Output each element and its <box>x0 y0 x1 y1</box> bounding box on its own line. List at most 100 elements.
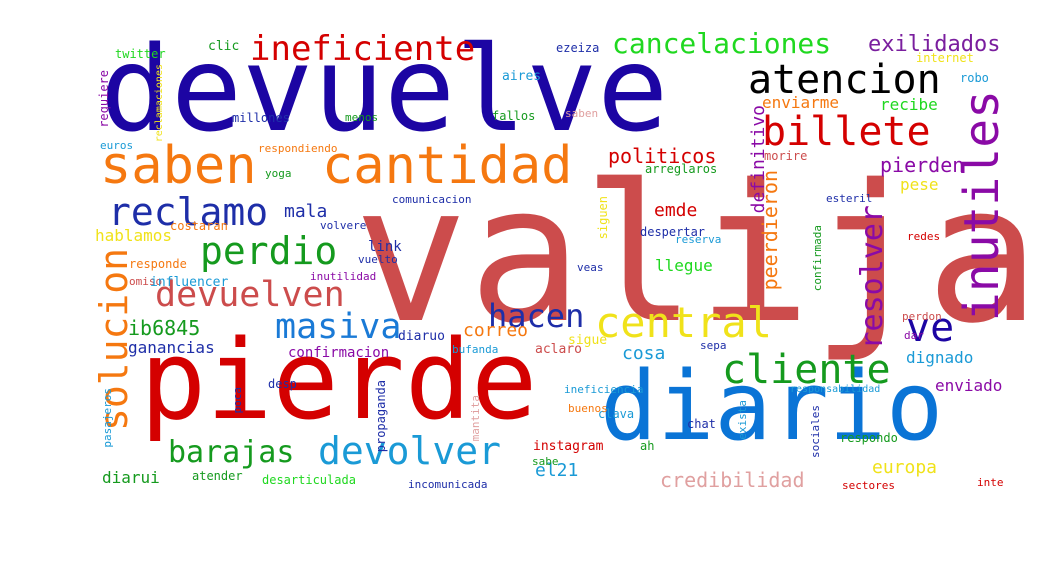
word-central: central <box>595 298 773 347</box>
word-enviado: enviado <box>935 376 1003 395</box>
word-devuelven: devuelven <box>155 275 345 315</box>
word-hacen: hacen <box>488 297 585 335</box>
word-cantidad: cantidad <box>322 136 573 196</box>
word-respondo: respondo <box>840 431 898 445</box>
word-requiere: requiere <box>97 70 111 128</box>
word-fallos: fallos <box>492 109 536 123</box>
word-ah: ah <box>640 439 655 453</box>
word-atender: atender <box>192 469 243 483</box>
word-pierde: pierde <box>140 316 538 444</box>
word-inutilidad: inutilidad <box>310 270 377 283</box>
word-el21: el21 <box>535 460 579 481</box>
word-exilidados: exilidados <box>868 32 1001 57</box>
word-cosa: cosa <box>622 343 666 364</box>
word-atencion: atencion <box>748 57 941 103</box>
word-reclamo: reclamo <box>108 190 269 234</box>
word-esteril: esteril <box>826 192 873 205</box>
word-siguen: siguen <box>596 196 610 240</box>
word-dar: dar <box>904 329 924 342</box>
word-responde: responde <box>129 257 187 271</box>
word-instagram: instagram <box>533 439 604 454</box>
word-clic: clic <box>208 39 240 54</box>
word-propaganda: propaganda <box>374 380 388 453</box>
word-valija: valija <box>353 144 1040 365</box>
word-diaruo: diaruo <box>398 329 445 344</box>
word-llegue: llegue <box>655 256 713 275</box>
word-pierden: pierden <box>880 153 965 177</box>
word-poca: poca <box>231 387 244 414</box>
word-ganancias: ganancias <box>128 338 215 357</box>
word-reclamaciones: reclamaciones <box>154 64 165 143</box>
word-mala: mala <box>284 201 328 222</box>
word-morire: morire <box>764 149 808 163</box>
word-devuelve: devuelve <box>100 20 669 158</box>
word-costaran: costaran <box>170 219 228 233</box>
word-ib6845: ib6845 <box>128 316 201 340</box>
word-ve: ve <box>906 305 955 351</box>
word-diarui: diarui <box>102 468 160 487</box>
word-mantita: mantita <box>469 395 482 442</box>
word-saben: saben <box>100 136 257 196</box>
word-buenos: buenos <box>568 402 608 415</box>
word-link: link <box>368 239 402 255</box>
word-sociales: sociales <box>809 405 822 458</box>
word-sabe: sabe <box>532 455 559 468</box>
word-politicos: politicos <box>608 144 717 168</box>
word-redes: redes <box>907 230 941 243</box>
word-emde: emde <box>654 200 698 221</box>
word-devolver: devolver <box>318 429 502 473</box>
word-inte: inte <box>977 476 1004 489</box>
word-ineficiente: ineficiente <box>250 29 476 69</box>
word-confirmacion: confirmacion <box>288 345 390 361</box>
word-twitter: twitter <box>115 47 166 61</box>
word-cancelaciones: cancelaciones <box>612 27 832 60</box>
word-desp: desp <box>268 377 297 391</box>
word-menos: menos <box>345 111 379 124</box>
word-aclaro: aclaro <box>535 342 582 357</box>
word-cliente: cliente <box>722 347 891 393</box>
word-confirmada: confirmada <box>811 225 824 292</box>
word-arreglaros: arreglaros <box>645 162 718 176</box>
word-sigue: sigue <box>568 333 608 348</box>
word-perdio: perdio <box>200 229 338 273</box>
word-europa: europa <box>872 457 938 478</box>
word-veas: veas <box>577 261 604 274</box>
word-saben: saben <box>565 107 599 120</box>
word-ezeiza: ezeiza <box>556 41 600 55</box>
word-incomunicada: incomunicada <box>408 478 488 491</box>
word-sepa: sepa <box>700 339 727 352</box>
word-ineficiencia: ineficiencia <box>564 383 644 396</box>
word-hablamos: hablamos <box>95 226 173 245</box>
word-bufanda: bufanda <box>452 343 499 356</box>
word-respondiendo: respondiendo <box>258 142 338 155</box>
word-responsabilidad: responsabilidad <box>790 384 881 395</box>
word-comunicacion: comunicacion <box>392 193 472 206</box>
word-perdon: perdon <box>902 310 942 323</box>
word-credibilidad: credibilidad <box>660 468 805 492</box>
word-clava: clava <box>598 407 635 421</box>
word-resolver: resolver <box>855 205 890 350</box>
word-recibe: recibe <box>880 95 938 114</box>
word-peerdieron: peerdieron <box>758 170 782 291</box>
word-influencer: influencer <box>150 275 229 290</box>
word-chat: chat <box>687 417 716 431</box>
word-correo: correo <box>463 320 529 341</box>
word-aires: aires <box>502 69 542 84</box>
word-despertar: despertar <box>640 225 706 239</box>
word-omiso: omiso <box>129 275 163 288</box>
word-billete: billete <box>762 109 931 155</box>
word-barajas: barajas <box>168 435 295 470</box>
word-reserva: reserva <box>675 233 722 246</box>
word-yoga: yoga <box>265 167 292 180</box>
word-pese: pese <box>900 175 939 194</box>
word-enviarme: enviarme <box>762 93 840 112</box>
word-millones: millones <box>232 111 290 125</box>
word-volvere: volvere <box>320 219 367 232</box>
word-exista: exista <box>736 400 749 440</box>
word-masiva: masiva <box>275 307 402 347</box>
word-euros: euros <box>100 139 134 152</box>
word-dignado: dignado <box>906 348 974 367</box>
word-vuelto: vuelto <box>358 253 398 266</box>
word-robo: robo <box>960 71 989 85</box>
